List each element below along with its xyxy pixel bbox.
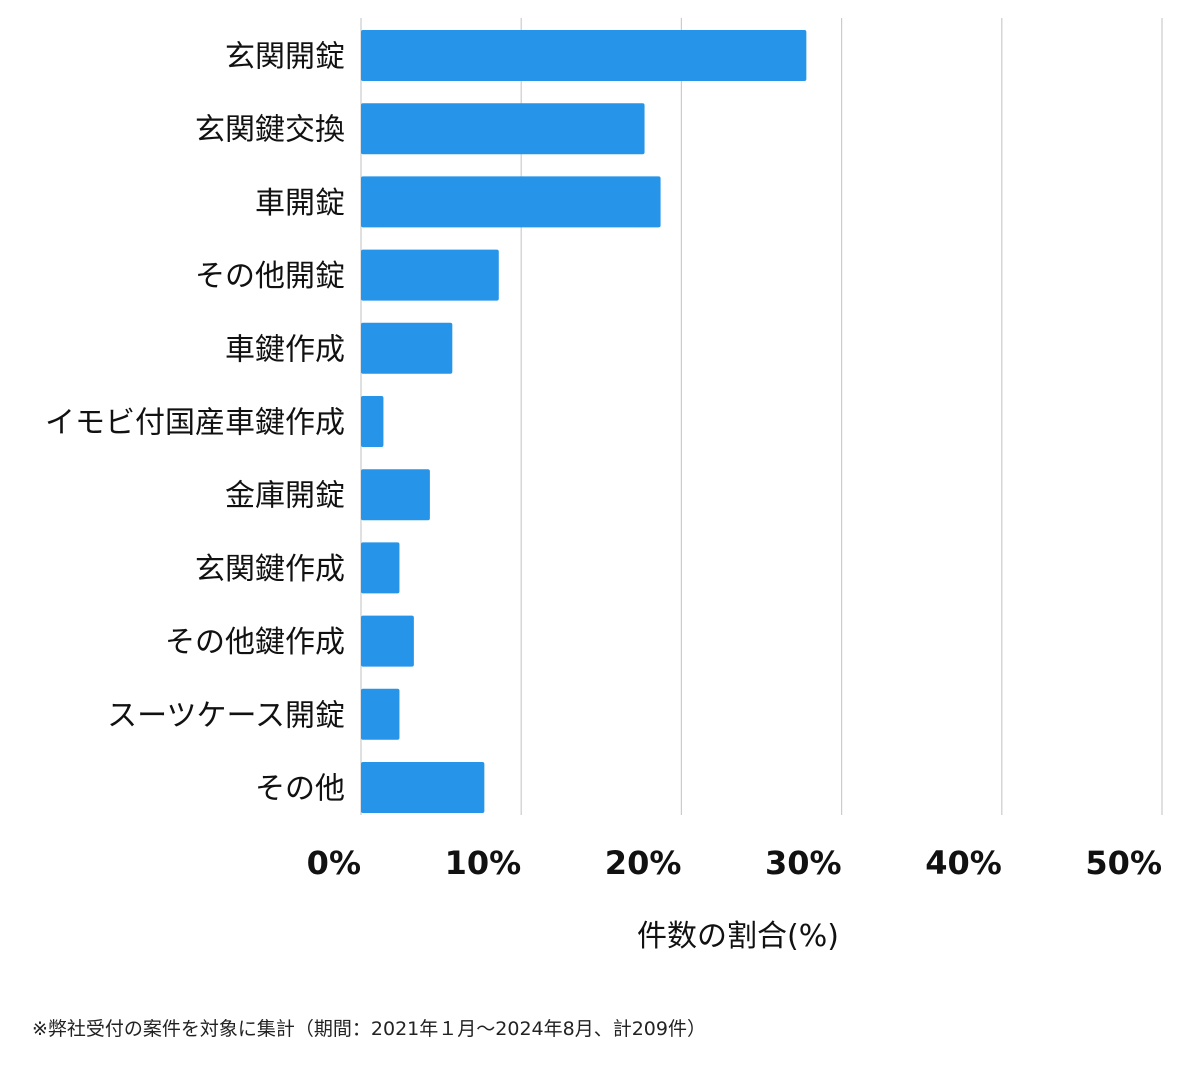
x-tick-label: 10% [445,844,522,882]
footnote: ※弊社受付の案件を対象に集計（期間：2021年１月～2024年8月、計209件） [32,1018,706,1040]
category-label: 玄関鍵交換 [195,113,345,148]
category-label: 玄関鍵作成 [195,552,345,587]
bar [361,688,400,740]
x-axis-title: 件数の割合(%) [637,919,839,954]
bar [361,249,499,301]
bar [361,542,400,594]
bar [361,469,430,521]
bar [361,762,485,813]
bar [361,322,453,374]
category-label: その他 [255,772,345,807]
category-label: その他開錠 [195,259,345,294]
bar [361,615,414,667]
bar [361,30,807,81]
x-tick-label: 30% [765,844,842,882]
category-label: 車開錠 [255,186,345,221]
bar [361,103,645,155]
category-labels: 玄関開錠玄関鍵交換車開錠その他開錠車鍵作成イモビ付国産車鍵作成金庫開錠玄関鍵作成… [45,40,345,807]
bar [361,176,661,228]
category-label: その他鍵作成 [165,625,345,660]
category-label: イモビ付国産車鍵作成 [45,406,345,441]
x-tick-label: 40% [925,844,1002,882]
bars [361,30,807,813]
x-tick-label: 0% [307,844,361,882]
x-tick-labels: 0% 10% 20% 30% 40% 50% [307,844,1162,882]
category-label: 車鍵作成 [225,332,345,367]
bar [361,396,384,447]
x-tick-label: 50% [1085,844,1162,882]
category-label: スーツケース開錠 [107,698,345,733]
category-label: 玄関開錠 [225,40,345,75]
x-tick-label: 20% [605,844,682,882]
category-label: 金庫開錠 [225,479,345,514]
